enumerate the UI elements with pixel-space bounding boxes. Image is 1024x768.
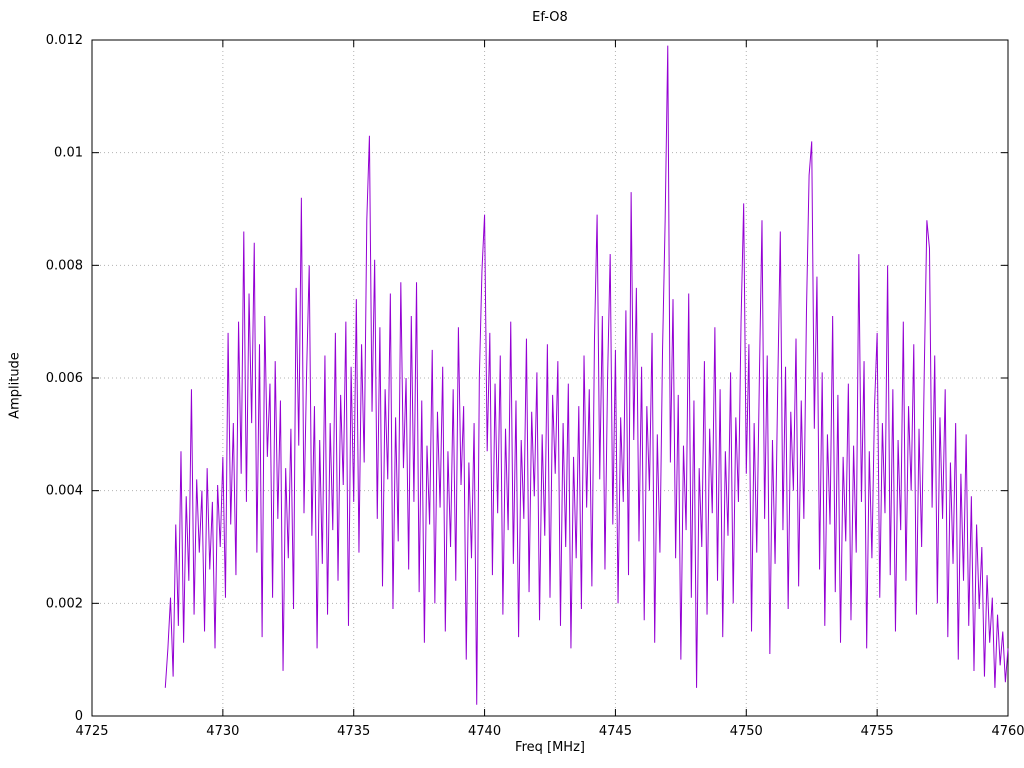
x-tick-label: 4750 <box>730 724 763 739</box>
y-tick-label: 0.012 <box>46 33 83 48</box>
y-tick-label: 0.002 <box>46 596 83 611</box>
y-tick-label: 0.008 <box>46 258 83 273</box>
x-tick-label: 4760 <box>991 724 1024 739</box>
y-tick-label: 0 <box>75 709 83 724</box>
x-tick-label: 4745 <box>599 724 632 739</box>
y-tick-label: 0.006 <box>46 371 83 386</box>
x-tick-label: 4740 <box>468 724 501 739</box>
data-line <box>164 45 1009 705</box>
plot-border <box>91 39 1009 717</box>
x-tick-label: 4725 <box>75 724 108 739</box>
x-tick-label: 4730 <box>206 724 239 739</box>
x-tick-label: 4735 <box>337 724 370 739</box>
x-axis-label: Freq [MHz] <box>515 740 585 755</box>
chart-title: Ef-O8 <box>532 10 568 25</box>
y-tick-label: 0.01 <box>54 146 83 161</box>
x-tick-label: 4755 <box>861 724 894 739</box>
y-tick-label: 0.004 <box>46 484 83 499</box>
